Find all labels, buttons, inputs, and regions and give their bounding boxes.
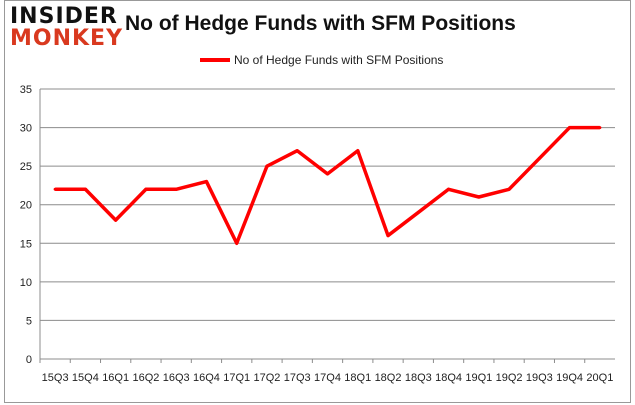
- x-tick-label: 20Q1: [586, 372, 613, 384]
- insider-monkey-logo: INSIDER MONKEY: [10, 6, 123, 50]
- legend: No of Hedge Funds with SFM Positions: [200, 53, 443, 67]
- x-tick-label: 15Q4: [72, 372, 99, 384]
- y-tick-label: 20: [20, 200, 32, 212]
- data-point: [114, 218, 118, 222]
- data-point: [326, 172, 329, 176]
- data-point: [507, 187, 511, 191]
- x-tick-label: 18Q1: [344, 372, 371, 384]
- series-line: [55, 125, 600, 246]
- x-tick-label: 19Q4: [556, 372, 583, 384]
- data-point: [265, 164, 269, 168]
- x-tick-label: 18Q3: [405, 372, 432, 384]
- chart-title: No of Hedge Funds with SFM Positions: [125, 12, 516, 35]
- y-tick-label: 15: [20, 238, 32, 250]
- y-tick-label: 25: [20, 161, 32, 173]
- x-tick-label: 17Q1: [223, 372, 250, 384]
- legend-label: No of Hedge Funds with SFM Positions: [234, 53, 444, 67]
- x-tick-label: 17Q4: [314, 372, 341, 384]
- y-tick-label: 30: [20, 123, 32, 135]
- y-tick-label: 0: [26, 354, 32, 366]
- x-tick-label: 17Q2: [254, 372, 281, 384]
- data-point: [174, 187, 178, 191]
- logo-line-1: INSIDER: [10, 4, 118, 29]
- data-point: [144, 187, 148, 191]
- x-tick-label: 18Q2: [375, 372, 402, 384]
- data-point: [416, 210, 420, 214]
- logo-line-2: MONKEY: [10, 26, 124, 51]
- y-tick-label: 10: [20, 277, 32, 289]
- x-tick-label: 16Q4: [193, 372, 220, 384]
- chart-frame: [4, 0, 631, 403]
- data-point: [568, 126, 572, 130]
- data-point: [447, 187, 451, 191]
- x-tick-label: 16Q2: [132, 372, 159, 384]
- x-tick-label: 19Q2: [496, 372, 523, 384]
- x-tick-label: 16Q3: [163, 372, 190, 384]
- data-point: [295, 149, 299, 153]
- data-point: [386, 234, 390, 238]
- x-tick-label: 17Q3: [284, 372, 311, 384]
- data-point: [204, 180, 208, 184]
- x-tick-label: 19Q1: [465, 372, 492, 384]
- x-tick-label: 16Q1: [102, 372, 129, 384]
- data-point: [53, 187, 57, 191]
- data-point: [537, 156, 541, 160]
- x-tick-label: 19Q3: [526, 372, 553, 384]
- data-point: [235, 241, 239, 245]
- data-point: [83, 187, 87, 191]
- y-tick-label: 5: [26, 315, 32, 327]
- x-tick-label: 18Q4: [435, 372, 462, 384]
- data-point: [356, 149, 360, 153]
- legend-swatch: [200, 58, 230, 62]
- data-point: [477, 195, 481, 199]
- x-tick-label: 15Q3: [42, 372, 69, 384]
- data-point: [598, 126, 602, 130]
- y-tick-label: 35: [20, 84, 32, 96]
